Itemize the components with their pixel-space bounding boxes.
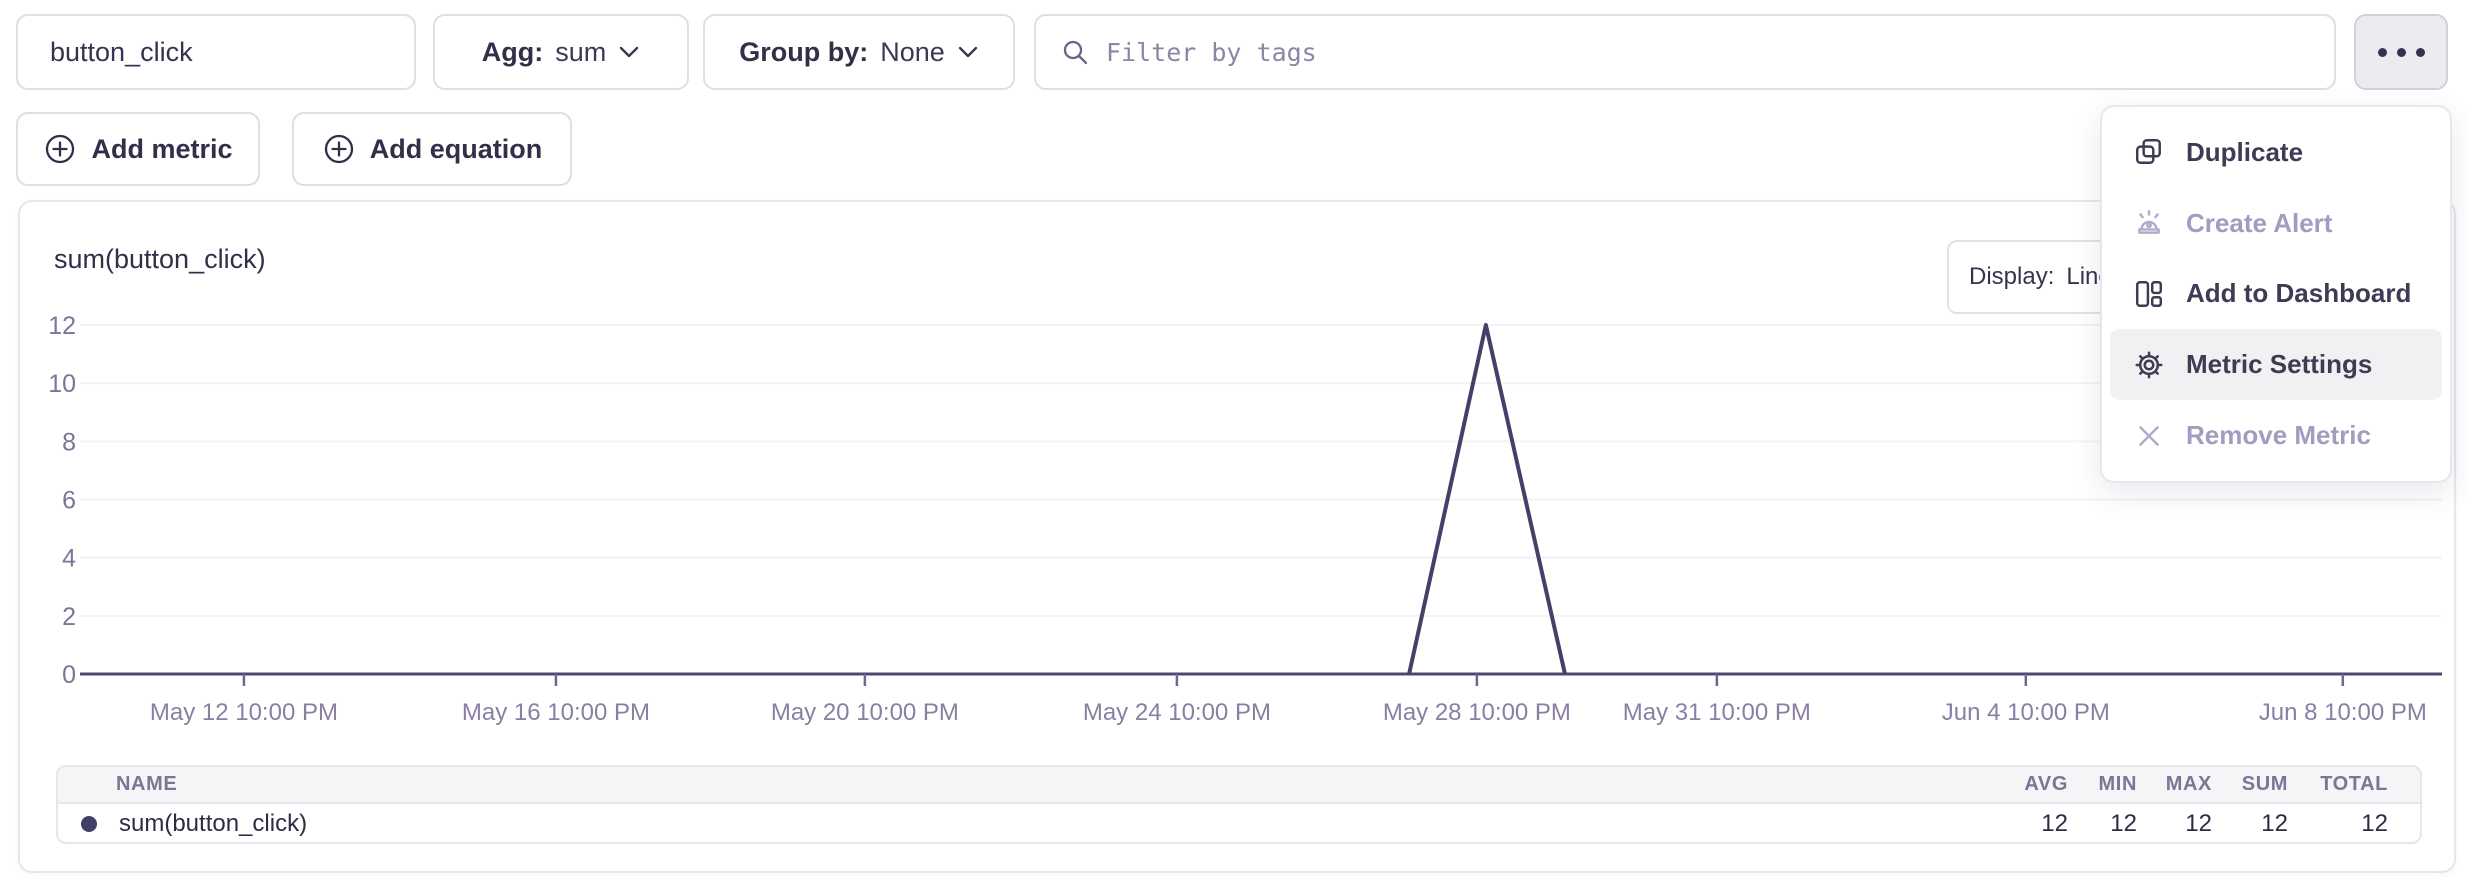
plus-circle-icon bbox=[324, 134, 353, 164]
column-header-min: MIN bbox=[2098, 773, 2137, 795]
column-header-name: NAME bbox=[116, 773, 178, 795]
y-tick-label: 6 bbox=[62, 487, 76, 515]
ellipsis-icon bbox=[2396, 47, 2406, 57]
group-by-label: Group by: bbox=[739, 36, 869, 67]
add-metric-button[interactable]: Add metric bbox=[16, 112, 260, 186]
ellipsis-icon bbox=[2415, 47, 2425, 57]
aggregation-label: Agg: bbox=[481, 36, 544, 67]
display-label: Display: bbox=[1969, 263, 2055, 290]
y-tick-label: 0 bbox=[62, 661, 76, 689]
total-value: 12 bbox=[2361, 810, 2388, 837]
more-options-button[interactable] bbox=[2354, 14, 2448, 90]
metric-name-input[interactable] bbox=[16, 14, 416, 90]
series-name: sum(button_click) bbox=[119, 810, 308, 837]
menu-item-label: Create Alert bbox=[2186, 207, 2333, 238]
column-header-avg: AVG bbox=[2024, 773, 2068, 795]
menu-item-metric-settings[interactable]: Metric Settings bbox=[2110, 329, 2442, 401]
x-tick-label: May 16 10:00 PM bbox=[462, 699, 650, 726]
chart-title: sum(button_click) bbox=[54, 244, 266, 274]
x-tick-label: May 20 10:00 PM bbox=[771, 699, 959, 726]
add-equation-label: Add equation bbox=[369, 133, 543, 164]
menu-item-label: Remove Metric bbox=[2186, 420, 2371, 451]
group-by-dropdown[interactable]: Group by: None bbox=[703, 14, 1015, 90]
x-tick-label: Jun 8 10:00 PM bbox=[2259, 699, 2427, 726]
chart-panel: sum(button_click) Display: Line 0 2 4 6 8 10 1… bbox=[18, 200, 2456, 873]
series-line bbox=[1407, 323, 1567, 675]
menu-item-duplicate[interactable]: Duplicate bbox=[2110, 117, 2442, 188]
avg-value: 12 bbox=[2041, 810, 2068, 837]
search-icon bbox=[1063, 40, 1088, 65]
menu-item-create-alert: Create Alert bbox=[2110, 188, 2442, 259]
summary-table: NAME AVG MIN MAX SUM TOTAL sum(button_cl… bbox=[56, 765, 2422, 844]
gear-icon bbox=[2135, 351, 2163, 379]
group-by-value: None bbox=[880, 36, 945, 67]
timeseries-chart: 0 2 4 6 8 10 12 May 12 10:00 PM May 16 10:00 PM M… bbox=[48, 312, 2442, 726]
y-tick-label: 10 bbox=[48, 370, 76, 398]
ellipsis-icon bbox=[2377, 47, 2387, 57]
chevron-down-icon bbox=[958, 46, 977, 58]
x-tick-label: May 28 10:00 PM bbox=[1383, 699, 1571, 726]
menu-item-label: Add to Dashboard bbox=[2186, 278, 2412, 309]
column-header-sum: SUM bbox=[2241, 773, 2288, 795]
plus-circle-icon bbox=[46, 134, 75, 164]
x-tick-label: Jun 4 10:00 PM bbox=[1942, 699, 2110, 726]
x-tick-label: May 12 10:00 PM bbox=[150, 699, 338, 726]
x-tick-label: May 31 10:00 PM bbox=[1623, 699, 1811, 726]
y-tick-label: 4 bbox=[62, 545, 76, 573]
add-equation-button[interactable]: Add equation bbox=[292, 112, 572, 186]
table-row[interactable]: sum(button_click) 12 12 12 12 12 bbox=[58, 804, 2420, 842]
sum-value: 12 bbox=[2261, 810, 2288, 837]
summary-table-header: NAME AVG MIN MAX SUM TOTAL bbox=[58, 767, 2420, 804]
tag-filter-input[interactable] bbox=[1106, 16, 2310, 88]
aggregation-dropdown[interactable]: Agg: sum bbox=[433, 14, 689, 90]
add-metric-label: Add metric bbox=[91, 133, 233, 164]
y-tick-label: 2 bbox=[62, 603, 76, 631]
min-value: 12 bbox=[2110, 810, 2137, 837]
x-icon bbox=[2139, 425, 2159, 446]
alert-icon bbox=[2138, 210, 2160, 235]
aggregation-value: sum bbox=[555, 36, 607, 67]
duplicate-icon bbox=[2135, 139, 2161, 165]
dashboard-icon bbox=[2135, 280, 2163, 308]
max-value: 12 bbox=[2185, 810, 2212, 837]
chevron-down-icon bbox=[620, 46, 639, 58]
series-color-dot bbox=[81, 816, 97, 832]
menu-item-remove-metric: Remove Metric bbox=[2110, 400, 2442, 471]
menu-item-add-to-dashboard[interactable]: Add to Dashboard bbox=[2110, 259, 2442, 330]
context-menu: Duplicate Create Alert Add to Dashboard … bbox=[2100, 105, 2452, 483]
x-tick-label: May 24 10:00 PM bbox=[1083, 699, 1271, 726]
column-header-total: TOTAL bbox=[2320, 773, 2388, 795]
menu-item-label: Metric Settings bbox=[2186, 349, 2373, 380]
menu-item-label: Duplicate bbox=[2186, 136, 2304, 167]
y-tick-label: 8 bbox=[62, 428, 76, 456]
y-tick-label: 12 bbox=[48, 312, 76, 340]
column-header-max: MAX bbox=[2165, 773, 2212, 795]
tag-filter-box[interactable] bbox=[1034, 14, 2336, 90]
